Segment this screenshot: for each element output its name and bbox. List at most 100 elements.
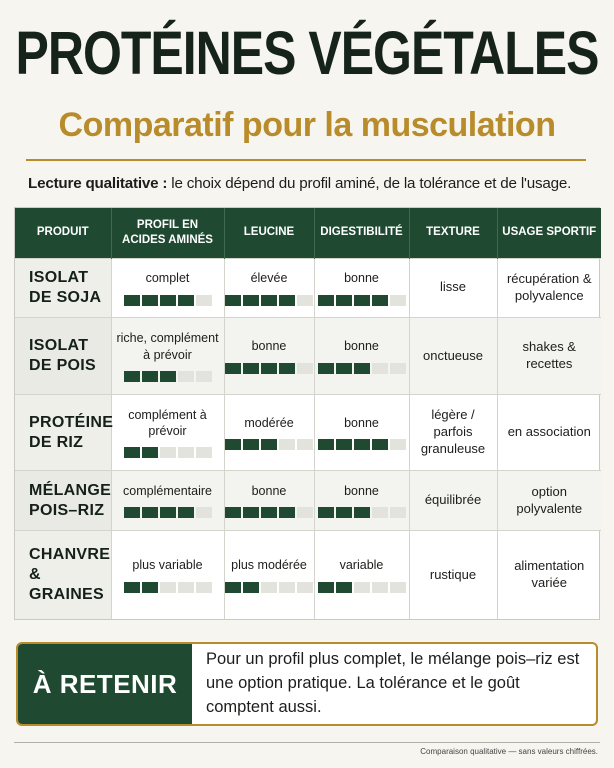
header-leucine: LEUCINE [224, 208, 315, 258]
rating-segment [141, 581, 158, 593]
leucine-label: bonne [251, 339, 287, 354]
header-product: PRODUIT [15, 208, 112, 258]
digest-cell: bonne [314, 257, 410, 318]
amino-rating-bar [123, 370, 212, 382]
page-title: PROTÉINES VÉGÉTALES [15, 19, 600, 88]
digest-cell: variable [314, 530, 410, 619]
leucine-cell: modérée [224, 393, 315, 471]
leucine-cell: élevée [224, 257, 315, 318]
rating-segment [389, 294, 406, 306]
rating-segment [195, 370, 212, 382]
rating-segment [123, 294, 140, 306]
rating-segment [317, 439, 334, 451]
rating-segment [297, 294, 313, 306]
digest-label: bonne [344, 416, 379, 431]
rating-segment [159, 370, 176, 382]
amino-label: complémentaire [123, 484, 212, 499]
rating-segment [335, 294, 352, 306]
digest-rating-bar [317, 507, 406, 519]
rating-segment [279, 362, 295, 374]
rating-segment [243, 581, 259, 593]
rating-segment [225, 362, 241, 374]
texture-cell: légère / parfois granuleuse [409, 393, 498, 471]
texture-cell: lisse [409, 257, 498, 318]
amino-cell: complémentaire [111, 470, 225, 531]
rating-segment [225, 581, 241, 593]
table-row: ISOLAT DE SOJA complet élevée bonne lisse réc… [15, 257, 601, 318]
page-subtitle: Comparatif pour la musculation [58, 106, 556, 144]
header-digestibility: DIGESTIBILITÉ [314, 208, 410, 258]
digest-rating-bar [317, 439, 406, 451]
rating-segment [261, 507, 277, 519]
amino-label: plus variable [132, 558, 203, 573]
leucine-rating-bar [225, 294, 313, 306]
digest-rating-bar [317, 362, 406, 374]
usage-cell: shakes & recettes [497, 317, 601, 395]
product-name: CHANVRE & GRAINES [15, 530, 112, 619]
table-row: CHANVRE & GRAINES plus variable plus modér… [15, 530, 601, 619]
rating-segment [297, 439, 313, 451]
reading-note-label: Lecture qualitative : [28, 175, 168, 192]
rating-segment [279, 439, 295, 451]
rating-segment [353, 362, 370, 374]
rating-segment [317, 581, 334, 593]
rating-segment [371, 294, 388, 306]
digest-label: variable [339, 558, 384, 573]
rating-segment [243, 294, 259, 306]
comparison-table: PRODUIT PROFIL EN ACIDES AMINÉS LEUCINE … [14, 207, 601, 620]
rating-segment [177, 447, 194, 459]
rating-segment [195, 507, 212, 519]
rating-segment [317, 507, 334, 519]
rating-segment [177, 507, 194, 519]
rating-segment [123, 447, 140, 459]
amino-rating-bar [123, 447, 212, 459]
rating-segment [261, 362, 277, 374]
rating-segment [159, 294, 176, 306]
rating-segment [195, 294, 212, 306]
digest-label: bonne [344, 484, 379, 499]
usage-cell: option polyvalente [497, 470, 601, 531]
texture-cell: rustique [409, 530, 498, 619]
amino-cell: complet [111, 257, 225, 318]
usage-cell: en association [497, 393, 601, 471]
amino-rating-bar [123, 294, 212, 306]
rating-segment [123, 581, 140, 593]
rating-segment [371, 581, 388, 593]
rating-segment [141, 370, 158, 382]
rating-segment [297, 581, 313, 593]
header-sport-usage: USAGE SPORTIF [497, 208, 601, 258]
digest-cell: bonne [314, 317, 410, 395]
amino-label: complet [145, 271, 190, 286]
rating-segment [195, 581, 212, 593]
rating-segment [159, 507, 176, 519]
rating-segment [317, 362, 334, 374]
rating-segment [353, 294, 370, 306]
amino-cell: plus variable [111, 530, 225, 619]
digest-rating-bar [317, 294, 406, 306]
digest-cell: bonne [314, 470, 410, 531]
rating-segment [177, 581, 194, 593]
texture-cell: équilibrée [409, 470, 498, 531]
rating-segment [261, 581, 277, 593]
rating-segment [335, 439, 352, 451]
texture-cell: onctueuse [409, 317, 498, 395]
digest-rating-bar [317, 581, 406, 593]
rating-segment [297, 507, 313, 519]
rating-segment [279, 581, 295, 593]
rating-segment [195, 447, 212, 459]
rating-segment [243, 507, 259, 519]
rating-segment [123, 507, 140, 519]
leucine-rating-bar [225, 362, 313, 374]
leucine-rating-bar [225, 507, 313, 519]
table-row: PROTÉINE DE RIZ complément à prévoir modér… [15, 393, 601, 471]
amino-label: complément à prévoir [128, 407, 207, 439]
table-row: ISOLAT DE POIS riche, complément à prévoi… [15, 317, 601, 395]
leucine-cell: bonne [224, 470, 315, 531]
leucine-cell: plus modérée [224, 530, 315, 619]
rating-segment [177, 294, 194, 306]
reading-note-text: le choix dépend du profil aminé, de la t… [167, 175, 572, 192]
rating-segment [389, 439, 406, 451]
leucine-label: plus modérée [231, 558, 307, 573]
footnote: Comparaison qualitative — sans valeurs c… [420, 747, 598, 756]
product-name: ISOLAT DE POIS [15, 317, 112, 395]
